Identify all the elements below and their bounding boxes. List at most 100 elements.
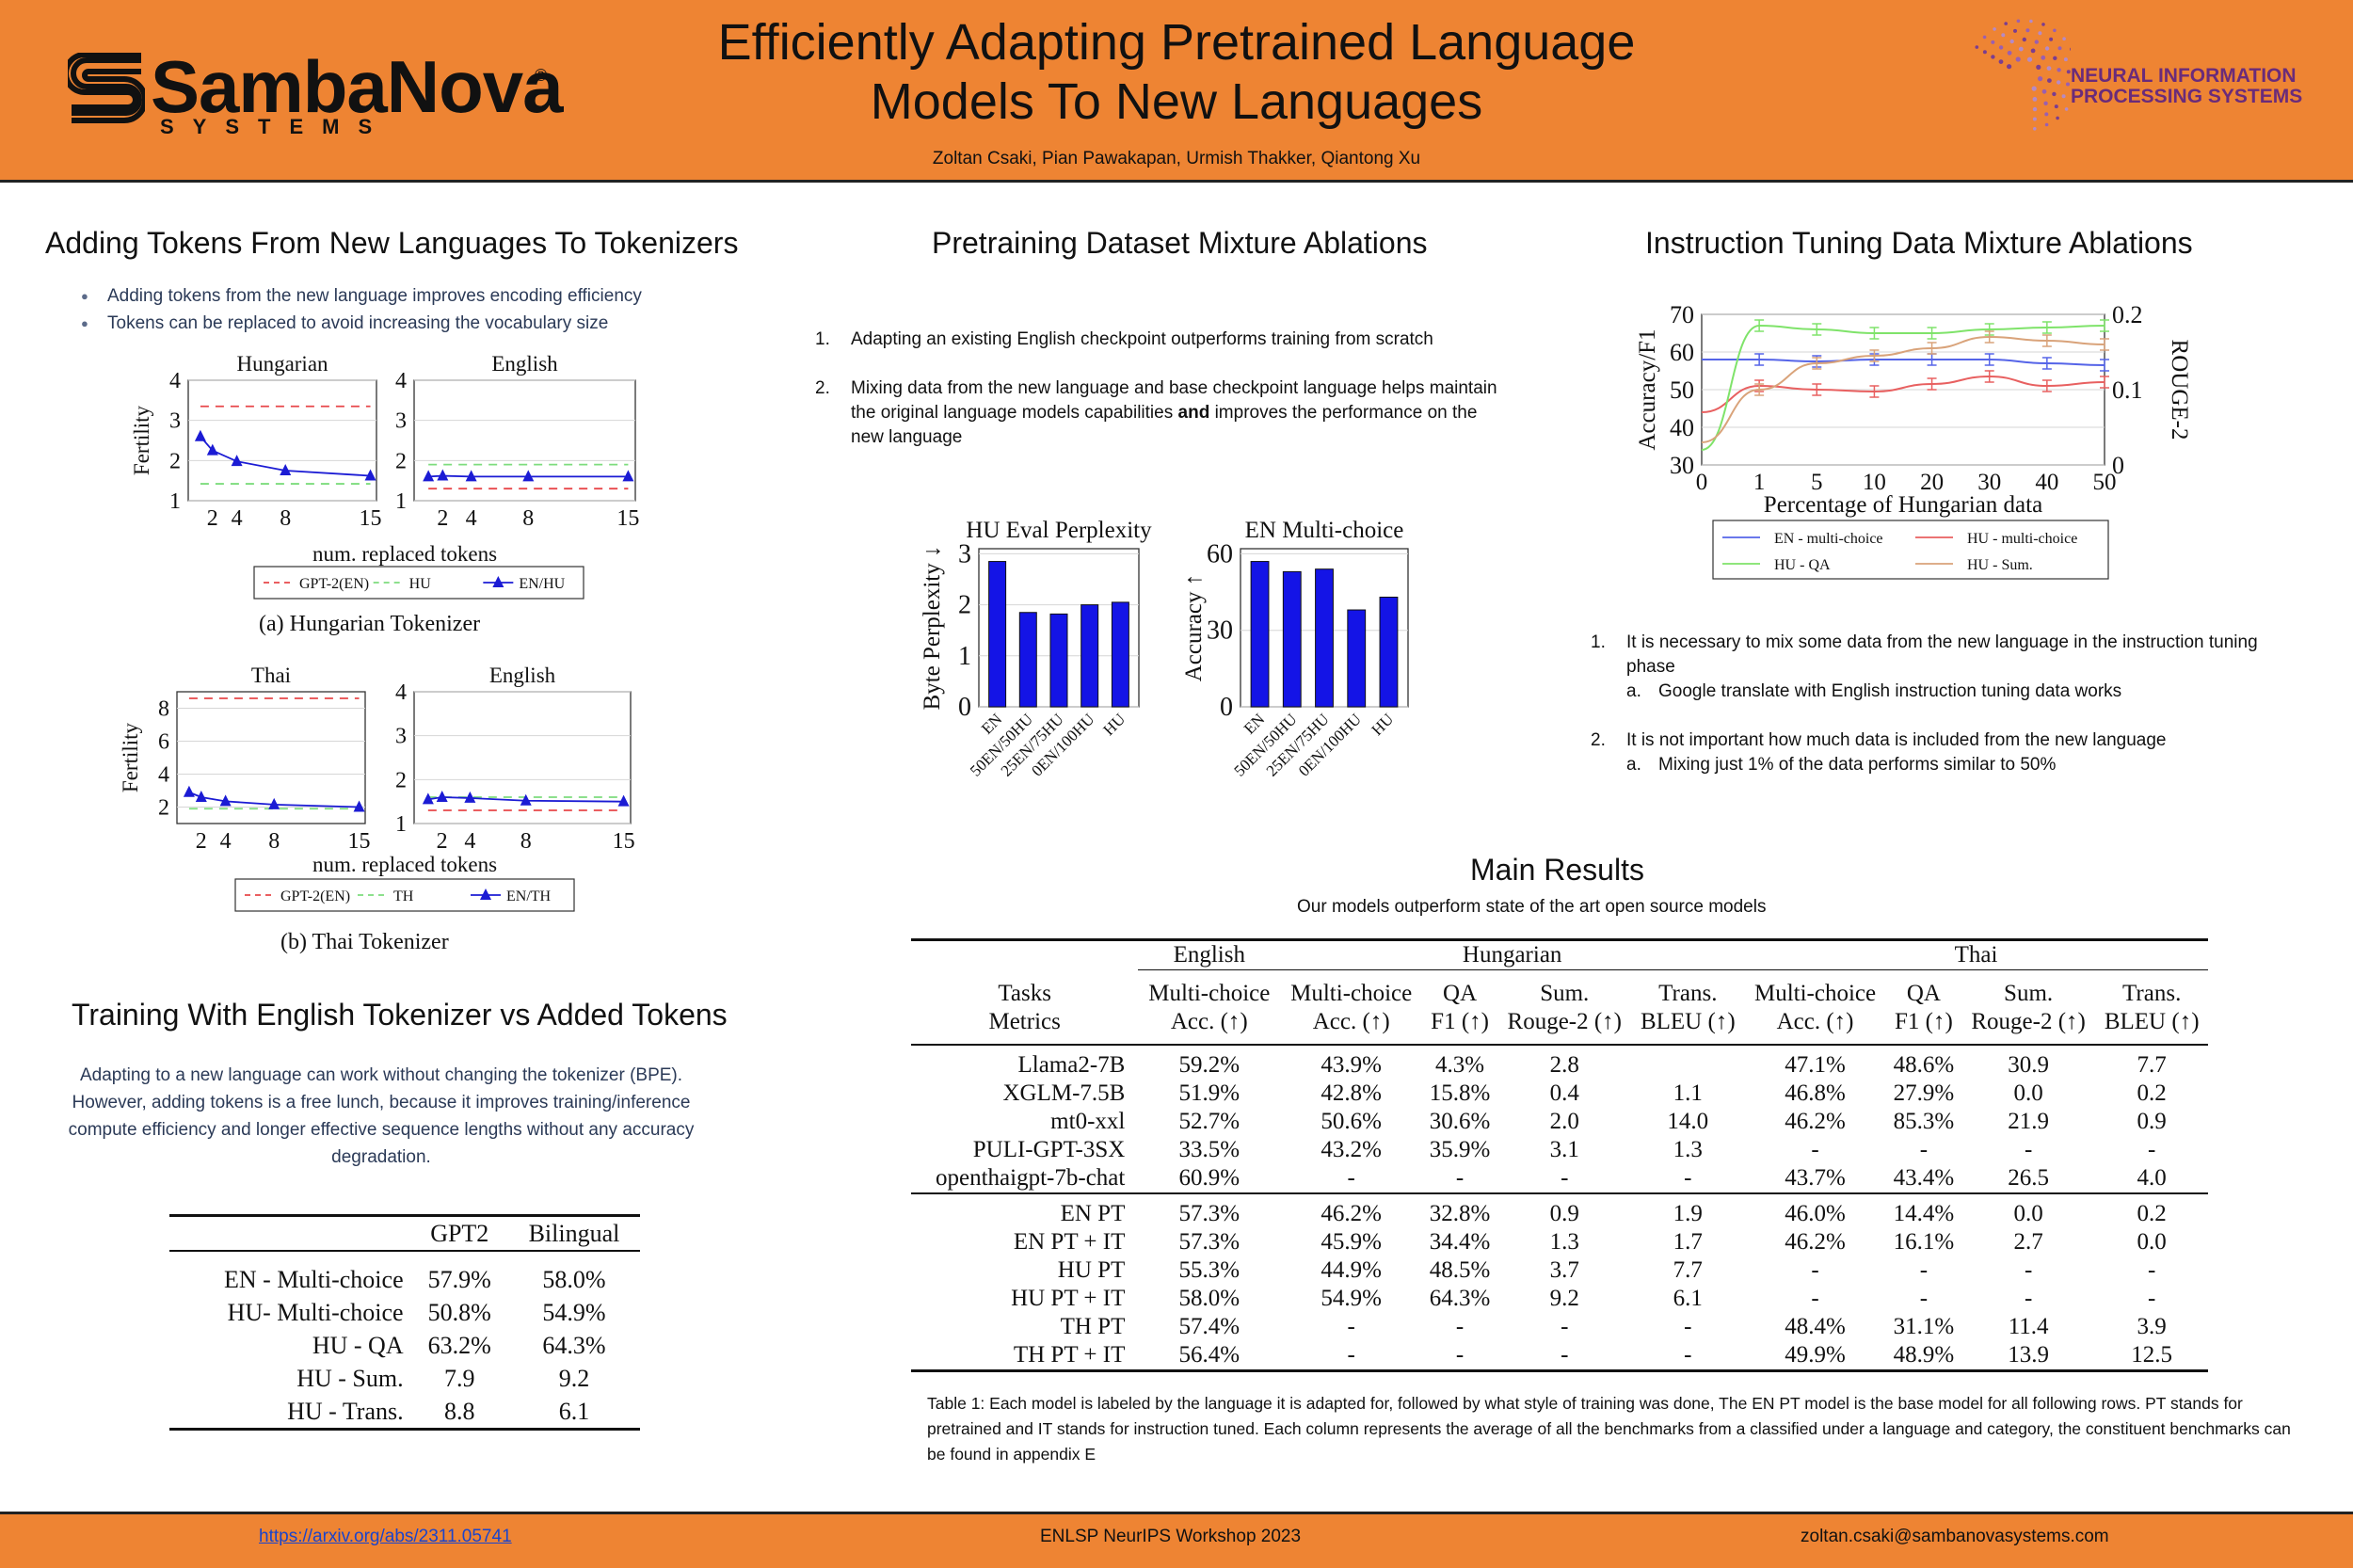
neurips-logo-text: NEURAL INFORMATION PROCESSING SYSTEMS (2071, 65, 2303, 107)
logo-dot (2041, 23, 2045, 26)
table-cell: - (1811, 1257, 1819, 1283)
instruction-section-title: Instruction Tuning Data Mixture Ablation… (1645, 226, 2193, 260)
y2-tick-label: 0.2 (2112, 301, 2143, 328)
bullet-item: Adding tokens from the new language impr… (81, 282, 642, 310)
main-results-title: Main Results (1470, 853, 1644, 887)
table-row: EN PT + IT 57.3% 45.9% 34.4% 1.3 1.7 46.2% 16.1… (911, 1228, 2208, 1256)
table-cell: 1.1 (1673, 1080, 1703, 1106)
metric-header: Acc. (↑) (1744, 1008, 1886, 1046)
table-cell: 46.8% (1785, 1080, 1846, 1106)
list-letter: a. (1626, 681, 1641, 701)
data-point (436, 791, 448, 802)
table-cell: 46.2% (1785, 1229, 1846, 1255)
model-name: Llama2-7B (1017, 1052, 1126, 1078)
table-row: openthaigpt-7b-chat 60.9% - - - - 43.7% 43.4% 26… (911, 1164, 2208, 1193)
table-cell: 50.8% (427, 1299, 491, 1326)
table-cell: 50.6% (1321, 1109, 1382, 1134)
table-cell: 60.9% (1178, 1165, 1241, 1191)
x-tick-label: 15 (348, 829, 371, 854)
table-cell: 58.0% (1178, 1286, 1241, 1311)
x-tick-label: HU (1368, 710, 1397, 739)
table-row: TH PT + IT 56.4% - - - -49.9% 48.9% 13.9 12.5 (911, 1341, 2208, 1372)
legend-marker (492, 576, 504, 587)
bar (1080, 604, 1099, 708)
series-line (1701, 324, 2105, 451)
legend-label: HU - multi-choice (1967, 531, 2077, 547)
x-tick-label: 8 (520, 829, 532, 854)
table-metric-row: Metrics Acc. (↑) Acc. (↑) F1 (↑) Rouge-2 (↑… (911, 1008, 2208, 1046)
logo-dot (2044, 46, 2050, 51)
table-cell: 7.7 (2137, 1052, 2167, 1078)
y-axis-label: Byte Perplexity ↓ (920, 546, 945, 711)
arxiv-link[interactable]: https://arxiv.org/abs/2311.05741 (259, 1527, 512, 1546)
table-row: TH PT 57.4% - - - - 48.4% 31.1% 11.4 3.9 (911, 1313, 2208, 1341)
table-cell: 59.2% (1178, 1052, 1241, 1078)
data-point (465, 470, 477, 482)
x-tick-label: 15 (613, 829, 635, 854)
logo-dot (2038, 76, 2043, 82)
table-cell: 33.5% (1178, 1137, 1241, 1162)
logo-dot (2052, 91, 2057, 97)
logo-dot (2007, 50, 2012, 56)
table-row: mt0-xxl 52.7% 50.6% 30.6% 2.0 14.0 46.2% 85.3% 2… (911, 1108, 2208, 1136)
data-point (522, 470, 535, 482)
list-number: 2. (1591, 730, 1606, 750)
model-name: TH PT (1060, 1314, 1126, 1339)
table-cell: 14.0 (1667, 1109, 1709, 1134)
table-cell: - (1684, 1165, 1692, 1191)
legend-label: HU - Sum. (1967, 557, 2033, 573)
task-header: Multi-choice (1148, 981, 1271, 1006)
y-tick-label: 4 (395, 680, 407, 705)
list-item-text: It is not important how much data is inc… (1626, 730, 2167, 750)
table-cell: 30.9 (2008, 1052, 2049, 1078)
x-axis-label: num. replaced tokens (312, 853, 497, 876)
metric-header: BLEU (↑) (1631, 1008, 1745, 1046)
logo-dot (1998, 45, 2004, 50)
model-name: HU PT (1057, 1257, 1126, 1283)
table-cell: 0.0 (1961, 1192, 2096, 1228)
table-cell (1632, 1045, 1745, 1080)
table-cell: 7.7 (1673, 1257, 1703, 1283)
logo-dot (2030, 48, 2036, 54)
bar (1250, 561, 1270, 708)
list-number: 1. (815, 329, 830, 349)
x-tick-label: 2 (437, 506, 448, 531)
table-row: XGLM-7.5B 51.9% 42.8% 15.8% 0.4 1.1 46.8% 27.9%… (911, 1080, 2208, 1108)
logo-dot (2053, 28, 2057, 33)
pretraining-points: 1. Adapting an existing English checkpoi… (815, 328, 1512, 450)
y-tick-label: 70 (1670, 301, 1694, 328)
table-cell: - (1347, 1314, 1355, 1339)
table-cell: 16.1% (1893, 1229, 1955, 1255)
logo-dot (2043, 101, 2048, 106)
table-cell: 0.4 (1549, 1080, 1579, 1106)
plot-frame (176, 691, 366, 824)
table-cell: 26.5 (2008, 1165, 2049, 1191)
logo-dot (1982, 35, 1987, 40)
y-tick-label: 50 (1670, 376, 1694, 404)
y-tick-label: 3 (958, 539, 971, 568)
contact-email: zoltan.csaki@sambanovasystems.com (1801, 1527, 2109, 1546)
logo-dot (2066, 70, 2071, 74)
logo-dot (2064, 107, 2069, 111)
y-axis-label: Fertility (119, 722, 142, 792)
y-tick-label: 4 (169, 369, 181, 393)
legend-label: HU - QA (1774, 557, 1831, 573)
y2-tick-label: 0 (2112, 452, 2124, 479)
list-item-text: improves the performance on the new lang… (851, 403, 1478, 447)
data-point (206, 443, 218, 456)
row-label: HU - QA (312, 1332, 404, 1359)
training-description: Adapting to a new language can work with… (68, 1065, 695, 1167)
legend-marker (480, 888, 491, 900)
table-row: HU - QA 63.2% 64.3% (169, 1329, 640, 1362)
table-cell: - (1919, 1257, 1929, 1283)
table-cell: 32.8% (1422, 1192, 1498, 1228)
logo-dot (1998, 59, 2004, 64)
legend-box (253, 566, 584, 600)
main-results-subtitle: Our models outperform state of the art o… (1297, 897, 1767, 917)
footer-banner (0, 1512, 2353, 1568)
sambanova-logo-icon (68, 53, 145, 123)
data-point (219, 794, 232, 807)
table-row: EN - Multi-choice 57.9% 58.0% (169, 1251, 640, 1296)
